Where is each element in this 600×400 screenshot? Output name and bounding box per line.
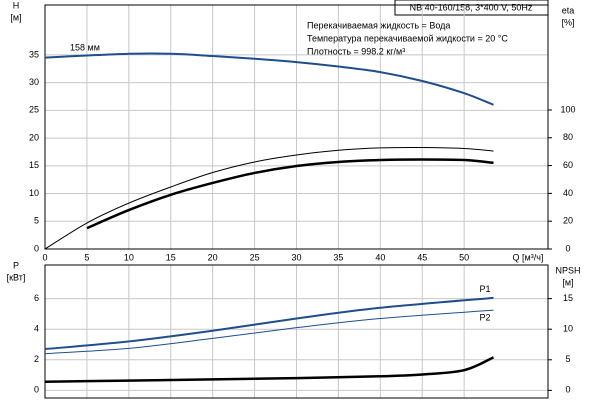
y-axis-label: [м] [10, 12, 21, 22]
y2-tick-label: 15 [563, 293, 573, 303]
y2-tick-label: 20 [563, 216, 573, 226]
y-tick-label: 20 [29, 132, 39, 142]
x-tick-label: 35 [333, 252, 343, 262]
series-line [44, 309, 494, 355]
x-tick-label: 5 [84, 252, 89, 262]
note: Перекачиваемая жидкость = Вода [307, 20, 450, 30]
x-tick-label: 45 [417, 252, 427, 262]
y-tick-label: 15 [29, 160, 39, 170]
series-line [86, 158, 494, 230]
y-axis-label: H [13, 0, 20, 10]
chart-title: NB 40-160/158, 3*400 V, 50Hz [410, 2, 533, 12]
y-tick-label: 25 [29, 105, 39, 115]
y-axis-label: [кВт] [7, 272, 26, 282]
y-tick-label: 0 [34, 385, 39, 395]
series-line [44, 146, 494, 250]
y2-tick-label: 60 [563, 160, 573, 170]
y2-tick-label: 0 [565, 385, 570, 395]
series-line [44, 52, 494, 106]
x-tick-label: 30 [291, 252, 301, 262]
x-tick-label: 50 [459, 252, 469, 262]
y2-tick-label: 5 [565, 354, 570, 364]
x-tick-label: 40 [375, 252, 385, 262]
y2-tick-label: 80 [563, 132, 573, 142]
plot-frame [44, 4, 549, 250]
annotation: 158 мм [70, 42, 100, 52]
y-tick-label: 2 [34, 354, 39, 364]
series-line [44, 296, 494, 351]
y-tick-label: 0 [34, 243, 39, 253]
x-tick-label: 20 [208, 252, 218, 262]
y2-tick-label: 40 [563, 188, 573, 198]
plot-frame [44, 264, 549, 399]
y2-tick-label: 0 [565, 243, 570, 253]
y-tick-label: 4 [34, 324, 39, 334]
y-tick-label: 6 [34, 293, 39, 303]
y-tick-label: 10 [29, 188, 39, 198]
x-tick-label: 0 [42, 252, 47, 262]
y2-axis-label: [м] [562, 277, 573, 287]
y2-axis-label: eta [562, 5, 575, 15]
y-tick-label: 30 [29, 77, 39, 87]
note: Температура перекачиваемой жидкости = 20… [307, 33, 508, 43]
x-axis-label: Q [м³/ч] [513, 252, 544, 262]
y-axis-label: P [13, 260, 19, 270]
y2-tick-label: 100 [560, 104, 575, 114]
series-label: P2 [480, 312, 491, 322]
y2-tick-label: 10 [563, 324, 573, 334]
note: Плотность = 998.2 кг/м³ [307, 46, 405, 56]
x-tick-label: 10 [124, 252, 134, 262]
x-tick-label: 25 [250, 252, 260, 262]
y-tick-label: 35 [29, 49, 39, 59]
y2-axis-label: [%] [561, 17, 574, 27]
y2-axis-label: NPSH [555, 265, 580, 275]
y-tick-label: 5 [34, 216, 39, 226]
x-tick-label: 15 [166, 252, 176, 262]
series-line [44, 356, 495, 384]
series-label: P1 [480, 284, 491, 294]
